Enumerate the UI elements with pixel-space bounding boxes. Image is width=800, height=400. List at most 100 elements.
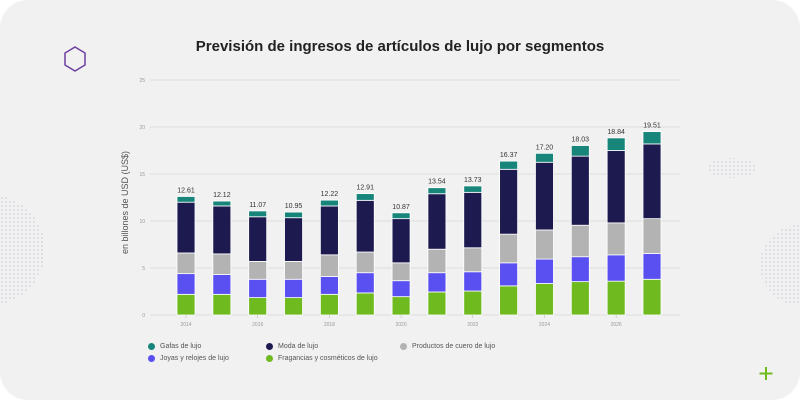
- bar-segment: [606, 254, 626, 282]
- bar-segment: [535, 161, 554, 231]
- bar-segment: [606, 150, 626, 224]
- bar-segment: [642, 143, 662, 220]
- bar-segment: [355, 193, 375, 201]
- bar-segment: [176, 252, 196, 275]
- bar-segment: [355, 199, 375, 253]
- legend-swatch: [266, 343, 273, 350]
- data-label: 19.51: [643, 123, 661, 130]
- dotted-circle-right: [760, 225, 800, 305]
- data-label: 12.91: [356, 185, 374, 192]
- bar-segment: [427, 248, 447, 274]
- bar-segment: [176, 293, 196, 316]
- legend-label: Moda de lujo: [278, 343, 319, 350]
- bar-segment: [499, 233, 519, 264]
- bar-segment: [642, 218, 662, 254]
- bar-segment: [427, 291, 447, 316]
- bar-segment: [463, 185, 483, 193]
- legend-label: Joyas y relojes de lujo: [160, 355, 229, 362]
- data-label: 13.54: [428, 179, 446, 186]
- x-tick-label: 2014: [180, 322, 191, 328]
- hexagon-icon: [64, 46, 86, 72]
- legend-label: Gafas de lujo: [160, 343, 202, 350]
- chart-title: Previsión de ingresos de artículos de lu…: [195, 38, 605, 55]
- x-tick-label: 2026: [611, 322, 622, 328]
- bar-segment: [535, 258, 554, 284]
- data-label: 12.12: [213, 192, 231, 199]
- bar-segment: [355, 251, 375, 274]
- bar-segment: [319, 276, 339, 295]
- legend-item: Moda de lujo: [266, 343, 318, 350]
- bar-segment: [606, 137, 626, 151]
- bar-segment: [212, 205, 232, 255]
- bar-segment: [284, 211, 303, 219]
- bar-segment: [570, 155, 590, 226]
- legend-item: Productos de cuero de lujo: [400, 343, 495, 350]
- bar-segment: [499, 160, 519, 170]
- bar-segment: [606, 280, 626, 316]
- data-label: 11.07: [249, 202, 266, 209]
- data-label: 18.84: [607, 129, 625, 136]
- bar-segment: [355, 272, 375, 294]
- bar-stack-2025: [570, 145, 590, 316]
- legend-label: Productos de cuero de lujo: [412, 343, 496, 350]
- legend-swatch: [148, 355, 155, 362]
- bar-segment: [463, 271, 483, 292]
- dotted-circle-left: [0, 195, 45, 305]
- bar-segment: [212, 200, 232, 207]
- y-tick-label: 25: [139, 78, 145, 84]
- y-tick-label: 10: [139, 219, 145, 225]
- bar-segment: [570, 281, 590, 316]
- bar-segment: [248, 278, 268, 299]
- bar-segment: [463, 191, 483, 249]
- bar-stack-2026: [606, 137, 626, 316]
- data-label: 18.03: [572, 137, 590, 144]
- bar-segment: [463, 290, 483, 316]
- bar-segment: [284, 278, 303, 299]
- bar-segment: [319, 293, 339, 316]
- bar-segment: [284, 261, 303, 280]
- bar-segment: [391, 296, 411, 316]
- bar-segment: [212, 293, 232, 316]
- legend-item: Gafas de lujo: [148, 343, 201, 350]
- bar-segment: [391, 280, 411, 298]
- bar-segment: [212, 253, 232, 275]
- bar-segment: [391, 262, 411, 282]
- bar-segment: [499, 168, 519, 235]
- bar-segment: [499, 262, 519, 287]
- bar-segment: [391, 212, 411, 220]
- bar-segment: [642, 131, 662, 145]
- bar-segment: [319, 254, 339, 277]
- legend-label: Fragancias y cosméticos de lujo: [278, 355, 378, 362]
- bar-stack-2021: [427, 187, 447, 316]
- bar-stack-2024: [535, 152, 554, 316]
- bar-segment: [319, 199, 339, 207]
- bar-stack-2014: [176, 196, 196, 316]
- data-label: 12.22: [321, 191, 339, 198]
- data-label: 17.20: [536, 144, 554, 151]
- legend-item: Joyas y relojes de lujo: [148, 355, 229, 362]
- bar-segment: [284, 217, 303, 262]
- bar-segment: [248, 297, 268, 316]
- x-tick-label: 2022: [467, 322, 478, 328]
- bar-segment: [176, 196, 196, 203]
- bar-segment: [248, 261, 268, 280]
- bar-segment: [535, 152, 554, 163]
- bar-stack-2015: [212, 200, 232, 316]
- bar-segment: [427, 187, 447, 195]
- bar-segment: [570, 224, 590, 258]
- bar-segment: [606, 222, 626, 256]
- y-tick-label: 5: [142, 266, 145, 272]
- legend-swatch: [400, 343, 407, 350]
- bar-segment: [355, 292, 375, 316]
- legend-item: Fragancias y cosméticos de lujo: [266, 355, 378, 362]
- bar-segment: [499, 285, 519, 316]
- y-tick-label: 20: [139, 125, 145, 131]
- bar-segment: [570, 145, 590, 157]
- bar-segment: [248, 210, 268, 218]
- bar-segment: [642, 278, 662, 316]
- legend-swatch: [148, 343, 155, 350]
- bar-segment: [176, 201, 196, 254]
- bar-stack-2020: [391, 212, 411, 316]
